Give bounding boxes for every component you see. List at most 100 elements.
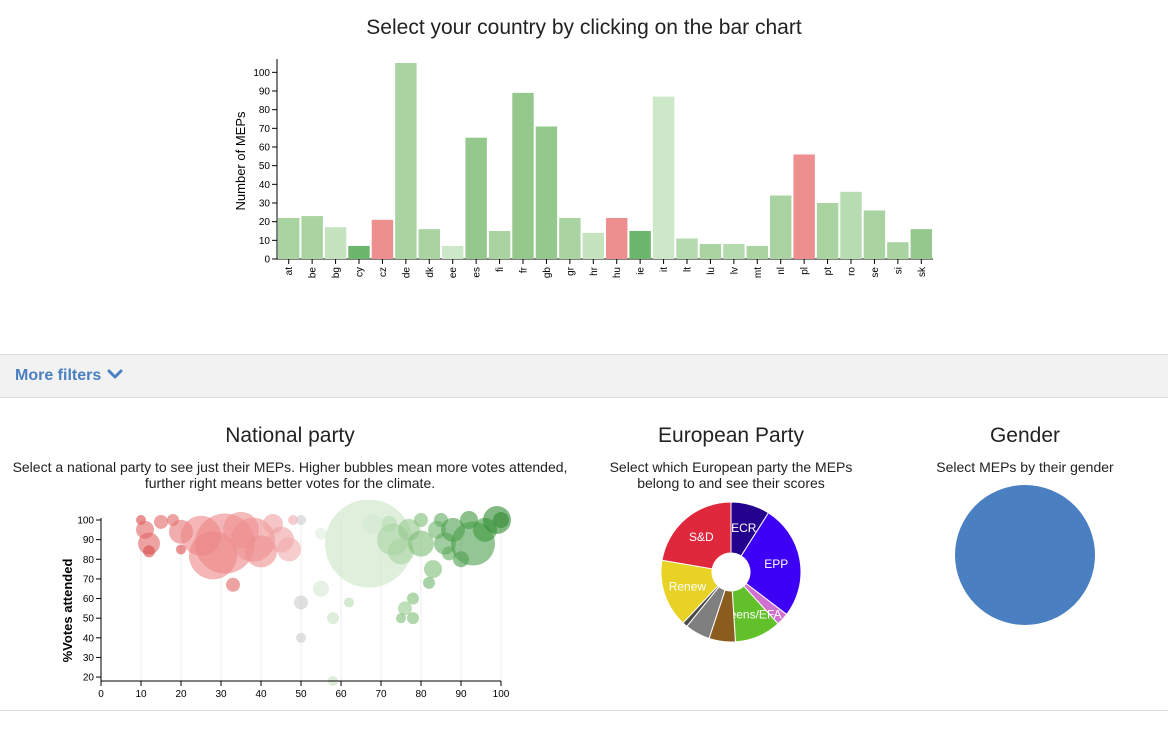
party-bubble-30[interactable] xyxy=(388,538,414,565)
x-tick-label-fi: fi xyxy=(495,267,506,272)
bar-se[interactable] xyxy=(863,210,886,259)
bar-ee[interactable] xyxy=(442,245,464,259)
x-tick-label: 50 xyxy=(295,689,307,700)
chevron-down-icon[interactable] xyxy=(106,366,124,384)
party-bubble-24[interactable] xyxy=(327,612,339,625)
party-bubble-33[interactable] xyxy=(407,592,419,605)
x-tick-label-dk: dk xyxy=(425,266,436,278)
bar-mt[interactable] xyxy=(746,245,768,259)
party-bubble-49[interactable] xyxy=(396,613,406,624)
bar-be[interactable] xyxy=(301,216,323,259)
bar-dk[interactable] xyxy=(418,229,440,259)
gender-pie-chart xyxy=(955,485,1095,625)
bar-cz[interactable] xyxy=(371,219,394,259)
party-bubble-4[interactable] xyxy=(154,514,168,529)
x-tick-label-lv: lv xyxy=(729,267,740,274)
x-tick-label-de: de xyxy=(401,267,412,279)
party-bubble-31[interactable] xyxy=(398,601,412,616)
party-bubble-50[interactable] xyxy=(423,576,435,589)
x-tick-label-pl: pl xyxy=(800,267,811,275)
bar-hu[interactable] xyxy=(606,217,628,259)
x-tick-label-sk: sk xyxy=(917,266,928,277)
bar-fr[interactable] xyxy=(512,92,534,259)
bar-fi[interactable] xyxy=(488,231,511,259)
x-tick-label: 100 xyxy=(493,689,510,700)
y-axis-label: Number of MEPs xyxy=(233,111,248,210)
party-bubble-20[interactable] xyxy=(294,595,308,610)
bar-lv[interactable] xyxy=(723,244,745,259)
bar-si[interactable] xyxy=(887,242,909,259)
bar-pl[interactable] xyxy=(793,154,815,259)
x-tick-label-fr: fr xyxy=(519,266,530,273)
bar-ie[interactable] xyxy=(629,231,651,259)
bar-lt[interactable] xyxy=(676,238,698,259)
party-bubble-18[interactable] xyxy=(288,515,298,525)
party-bubble-17[interactable] xyxy=(277,537,301,562)
filters-bar[interactable]: More filters xyxy=(0,354,1168,398)
bar-es[interactable] xyxy=(465,137,487,259)
gender-slice-0[interactable] xyxy=(955,485,1095,625)
party-bubble-51[interactable] xyxy=(363,513,383,534)
bar-lu[interactable] xyxy=(699,244,722,259)
bar-it[interactable] xyxy=(652,96,675,259)
y-tick-label: 20 xyxy=(83,673,95,684)
european-party-slice-8[interactable] xyxy=(661,501,732,570)
y-tick-label: 20 xyxy=(259,217,271,228)
european-party-label-7: Renew xyxy=(669,580,707,594)
x-tick-label-it: it xyxy=(659,267,670,272)
party-bubble-7[interactable] xyxy=(176,544,186,555)
x-tick-label-ie: ie xyxy=(636,267,647,275)
bar-ro[interactable] xyxy=(840,191,862,259)
party-bubble-36[interactable] xyxy=(424,560,442,579)
country-bar-chart: 0 10 20 30 40 50 60 70 80 90 100 Number of MEPs at be… xyxy=(233,59,933,279)
x-tick-label-cz: cz xyxy=(378,267,389,277)
x-tick-label-lu: lu xyxy=(706,267,717,275)
party-bubble-22[interactable] xyxy=(315,527,327,540)
european-party-label-8: S&D xyxy=(689,530,714,544)
bottom-divider xyxy=(0,710,1168,711)
y-tick-label: 70 xyxy=(83,574,95,585)
european-party-slice-1[interactable] xyxy=(740,512,802,616)
x-tick-label-bg: bg xyxy=(331,267,342,278)
bar-hr[interactable] xyxy=(582,232,604,259)
x-tick-label-pt: pt xyxy=(823,267,834,276)
bar-nl[interactable] xyxy=(770,195,792,259)
bar-at[interactable] xyxy=(278,217,300,259)
party-bubble-23[interactable] xyxy=(313,580,329,597)
y-tick-label: 100 xyxy=(77,516,94,527)
party-bubble-3[interactable] xyxy=(143,545,155,558)
european-party-subtitle-1: Select which European party the MEPs xyxy=(609,459,853,475)
european-party-subtitle-2: belong to and see their scores xyxy=(637,475,825,491)
x-tick-label-be: be xyxy=(308,267,319,279)
y-tick-label: 80 xyxy=(259,105,271,116)
x-tick-label-nl: nl xyxy=(776,267,787,275)
x-tick-label: 70 xyxy=(375,689,387,700)
party-bubble-35[interactable] xyxy=(408,530,434,557)
more-filters-link[interactable]: More filters xyxy=(15,367,102,384)
bar-sk[interactable] xyxy=(910,229,932,259)
bar-cy[interactable] xyxy=(348,245,370,259)
y-tick-label: 50 xyxy=(259,161,271,172)
bar-gb[interactable] xyxy=(535,126,558,259)
bar-bg[interactable] xyxy=(324,227,347,259)
x-tick-label: 40 xyxy=(255,689,267,700)
bar-gr[interactable] xyxy=(559,217,581,259)
y-tick-label: 50 xyxy=(83,614,95,625)
party-bubble-26[interactable] xyxy=(344,597,354,608)
y-tick-label: 80 xyxy=(83,555,95,566)
party-bubble-21[interactable] xyxy=(296,632,306,643)
x-tick-label: 90 xyxy=(455,689,467,700)
bar-de[interactable] xyxy=(395,63,417,259)
y-tick-label: 0 xyxy=(264,255,270,266)
party-bubble-47[interactable] xyxy=(493,512,509,528)
party-bubble-34[interactable] xyxy=(414,513,428,527)
party-bubble-19[interactable] xyxy=(296,515,306,525)
x-tick-label: 20 xyxy=(175,689,187,700)
party-bubble-48[interactable] xyxy=(407,612,419,625)
national-party-title: National party xyxy=(225,424,355,447)
party-bubble-11[interactable] xyxy=(226,577,240,592)
x-tick-label-se: se xyxy=(870,267,881,278)
y-tick-label: 90 xyxy=(259,87,271,98)
bar-pt[interactable] xyxy=(816,203,839,259)
